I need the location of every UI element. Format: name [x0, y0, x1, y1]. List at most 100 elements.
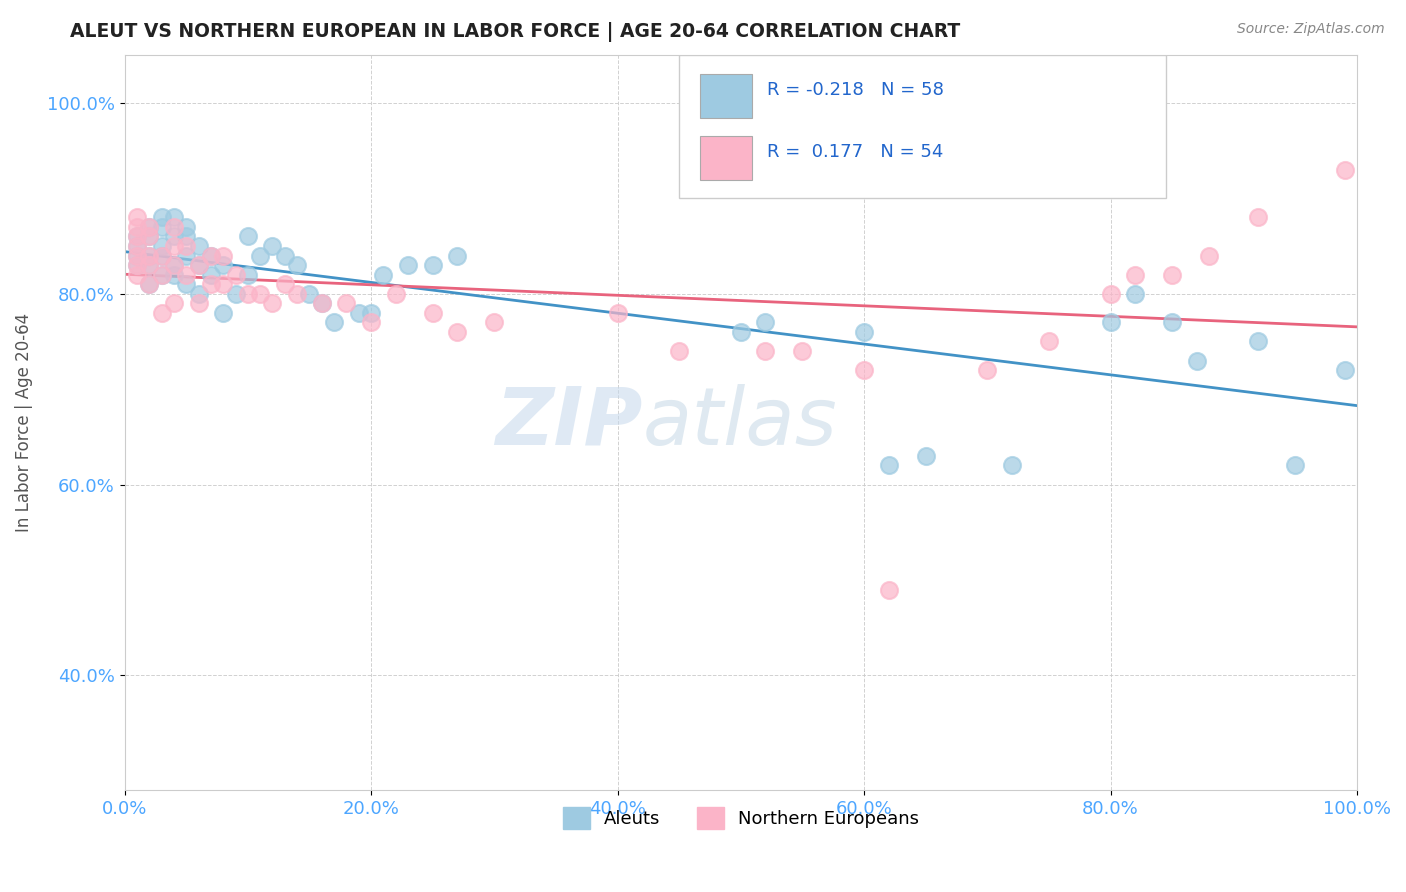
Point: [1284, 458, 1306, 473]
Point: [174, 239, 197, 253]
Point: [1247, 211, 1270, 225]
Point: [1333, 162, 1355, 177]
Point: [1185, 353, 1208, 368]
Point: [187, 258, 209, 272]
Point: [335, 296, 357, 310]
Point: [174, 248, 197, 262]
Point: [976, 363, 998, 377]
Point: [150, 268, 173, 282]
Point: [396, 258, 419, 272]
Point: [446, 248, 468, 262]
Point: [668, 343, 690, 358]
Point: [249, 286, 271, 301]
Point: [138, 248, 160, 262]
Point: [323, 315, 346, 329]
Point: [138, 248, 160, 262]
Point: [1001, 458, 1024, 473]
FancyBboxPatch shape: [679, 55, 1166, 198]
Point: [125, 248, 148, 262]
Point: [754, 315, 776, 329]
Point: [138, 229, 160, 244]
Point: [877, 458, 900, 473]
Point: [262, 296, 284, 310]
Point: [163, 219, 186, 234]
Point: [1333, 363, 1355, 377]
Point: [174, 268, 197, 282]
Point: [422, 306, 444, 320]
Point: [187, 258, 209, 272]
Point: [262, 239, 284, 253]
Point: [138, 219, 160, 234]
Point: [125, 229, 148, 244]
Text: atlas: atlas: [643, 384, 837, 461]
Point: [125, 239, 148, 253]
Point: [174, 277, 197, 292]
FancyBboxPatch shape: [700, 136, 752, 180]
Point: [225, 268, 247, 282]
Point: [200, 277, 222, 292]
Point: [1161, 315, 1184, 329]
Point: [187, 286, 209, 301]
Point: [138, 277, 160, 292]
Point: [163, 268, 186, 282]
Text: ZIP: ZIP: [495, 384, 643, 461]
Point: [1247, 334, 1270, 349]
Point: [446, 325, 468, 339]
Point: [187, 239, 209, 253]
Point: [606, 306, 628, 320]
Point: [484, 315, 506, 329]
Point: [1099, 315, 1122, 329]
Point: [125, 268, 148, 282]
Point: [914, 449, 936, 463]
Point: [138, 229, 160, 244]
Point: [1123, 268, 1146, 282]
Text: Source: ZipAtlas.com: Source: ZipAtlas.com: [1237, 22, 1385, 37]
FancyBboxPatch shape: [700, 73, 752, 118]
Point: [225, 286, 247, 301]
Point: [1123, 286, 1146, 301]
Point: [754, 343, 776, 358]
Point: [200, 248, 222, 262]
Point: [150, 211, 173, 225]
Point: [125, 229, 148, 244]
Y-axis label: In Labor Force | Age 20-64: In Labor Force | Age 20-64: [15, 313, 32, 533]
Point: [174, 229, 197, 244]
Point: [1198, 248, 1220, 262]
Point: [853, 325, 876, 339]
Point: [125, 239, 148, 253]
Point: [236, 286, 259, 301]
Legend: Aleuts, Northern Europeans: Aleuts, Northern Europeans: [555, 799, 927, 836]
Point: [138, 219, 160, 234]
Point: [150, 306, 173, 320]
Point: [150, 248, 173, 262]
Text: R =  0.177   N = 54: R = 0.177 N = 54: [766, 143, 943, 161]
Point: [163, 258, 186, 272]
Point: [422, 258, 444, 272]
Text: R = -0.218   N = 58: R = -0.218 N = 58: [766, 80, 943, 99]
Point: [163, 239, 186, 253]
Point: [138, 258, 160, 272]
Point: [1038, 334, 1060, 349]
Point: [125, 258, 148, 272]
Point: [360, 306, 382, 320]
Point: [877, 582, 900, 597]
Point: [125, 211, 148, 225]
Point: [347, 306, 370, 320]
Point: [212, 277, 235, 292]
Point: [1099, 286, 1122, 301]
Point: [285, 286, 308, 301]
Point: [138, 277, 160, 292]
Point: [311, 296, 333, 310]
Text: ALEUT VS NORTHERN EUROPEAN IN LABOR FORCE | AGE 20-64 CORRELATION CHART: ALEUT VS NORTHERN EUROPEAN IN LABOR FORC…: [70, 22, 960, 42]
Point: [150, 268, 173, 282]
Point: [163, 229, 186, 244]
Point: [150, 248, 173, 262]
Point: [125, 248, 148, 262]
Point: [212, 258, 235, 272]
Point: [125, 219, 148, 234]
Point: [150, 239, 173, 253]
Point: [150, 219, 173, 234]
Point: [163, 211, 186, 225]
Point: [174, 219, 197, 234]
Point: [360, 315, 382, 329]
